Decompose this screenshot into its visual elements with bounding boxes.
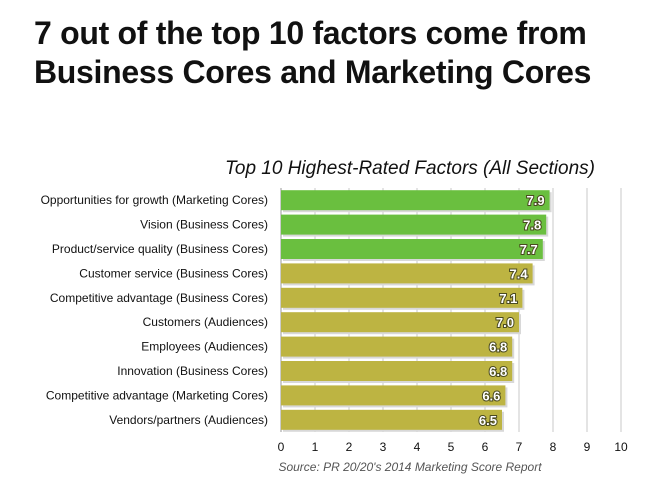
x-tick-label: 2: [346, 440, 353, 454]
bar: [281, 361, 513, 381]
category-label: Innovation (Business Cores): [117, 364, 268, 378]
data-label: 7.9: [527, 193, 545, 208]
x-tick-label: 4: [414, 440, 421, 454]
category-label: Product/service quality (Business Cores): [52, 242, 268, 256]
x-tick-label: 10: [614, 440, 628, 454]
category-label: Employees (Audiences): [141, 340, 268, 354]
bar: [281, 409, 502, 430]
data-label: 6.5: [479, 413, 497, 428]
x-tick-label: 6: [482, 440, 489, 454]
data-label: 7.0: [496, 315, 514, 330]
bar: [281, 385, 506, 406]
data-label: 7.7: [520, 242, 538, 257]
headline: 7 out of the top 10 factors come from Bu…: [34, 14, 644, 92]
category-label: Vendors/partners (Audiences): [109, 413, 268, 427]
bar: [281, 312, 519, 333]
x-tick-label: 7: [516, 440, 523, 454]
headline-line-1: 7 out of the top 10 factors come from: [34, 15, 587, 51]
bar: [281, 263, 533, 284]
source-note: Source: PR 20/20's 2014 Marketing Score …: [278, 460, 542, 474]
headline-line-2: Business Cores and Marketing Cores: [34, 54, 592, 90]
bar: [281, 239, 543, 259]
x-tick-label: 1: [312, 440, 319, 454]
data-label: 6.6: [482, 388, 500, 403]
x-tick-label: 9: [584, 440, 591, 454]
data-label: 6.8: [489, 364, 507, 379]
category-label: Customers (Audiences): [143, 315, 268, 329]
category-label: Competitive advantage (Business Cores): [50, 291, 268, 305]
data-label: 7.4: [510, 266, 529, 281]
category-label: Vision (Business Cores): [140, 218, 268, 232]
bar: [281, 287, 523, 308]
data-label: 6.8: [489, 340, 507, 355]
bar: [281, 336, 513, 357]
category-label: Customer service (Business Cores): [79, 266, 268, 280]
bar: [281, 190, 550, 211]
chart-title: Top 10 Highest-Rated Factors (All Sectio…: [225, 158, 595, 179]
bar: [281, 214, 547, 235]
x-tick-label: 8: [550, 440, 557, 454]
data-label: 7.8: [523, 218, 541, 233]
category-label: Opportunities for growth (Marketing Core…: [41, 193, 268, 207]
x-tick-label: 0: [278, 440, 285, 454]
category-label: Competitive advantage (Marketing Cores): [46, 388, 268, 402]
data-label: 7.1: [499, 291, 517, 306]
x-tick-label: 5: [448, 440, 455, 454]
x-tick-label: 3: [380, 440, 387, 454]
